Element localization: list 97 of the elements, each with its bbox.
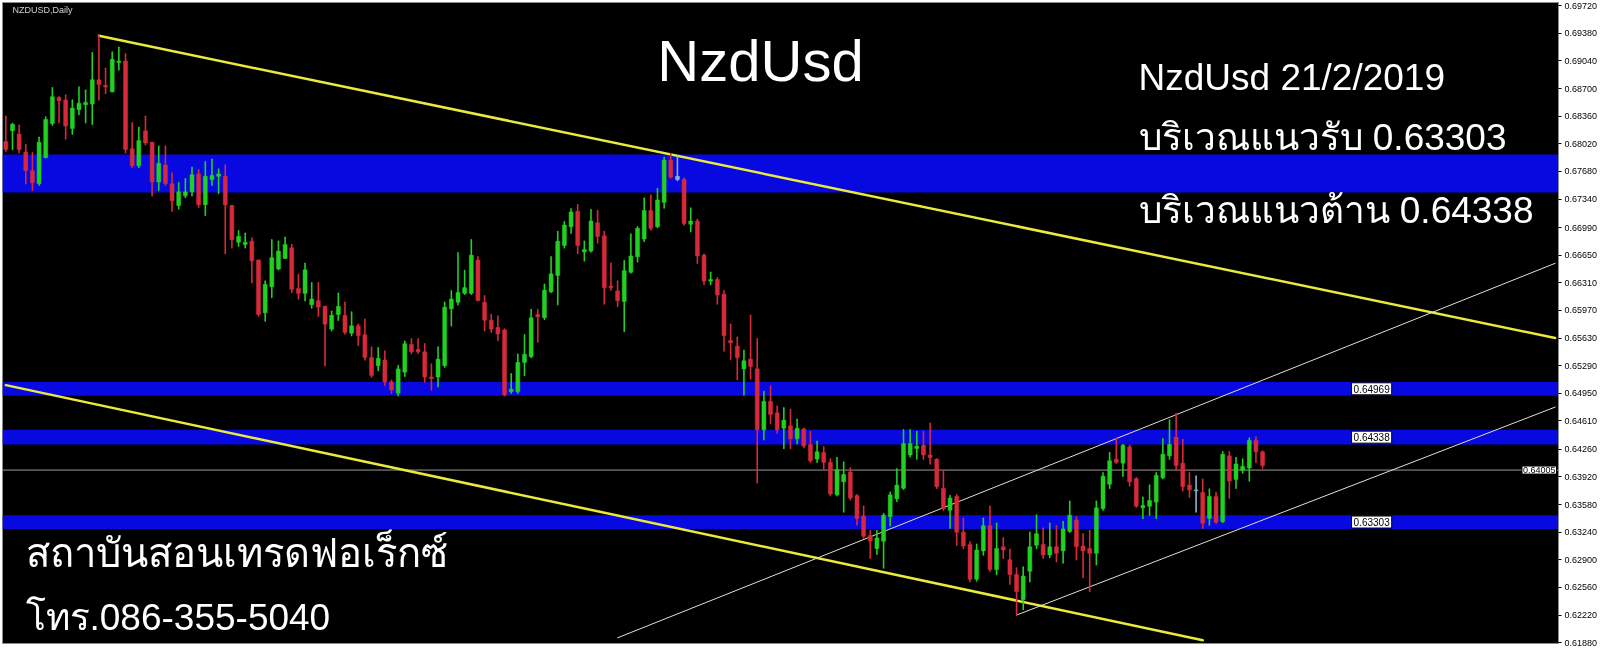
candlestick [668,152,674,179]
band-label: 0.64969 [1353,383,1391,395]
candlestick [688,207,693,233]
y-tick-label: 0.69040 [1564,55,1598,66]
candlestick [595,209,600,244]
y-tick-label: 0.63580 [1564,499,1598,510]
text: NzdUsd [657,28,864,93]
candlestick [1014,567,1019,616]
annotation: โทร.086-355-5040 [25,596,331,638]
candlestick [808,430,813,464]
candlestick [1187,472,1192,499]
band-label: 0.63303 [1353,517,1391,529]
y-tick-label: 0.64610 [1564,415,1598,426]
candlestick [774,405,780,434]
y-tick-label: 0.69380 [1564,28,1598,39]
candlestick [821,446,826,470]
candlestick [23,143,29,185]
candlestick [941,469,946,512]
candlestick [1020,566,1026,611]
candlestick [1001,537,1006,559]
candlestick [768,385,773,425]
candlestick [748,314,753,380]
candlestick [1193,475,1199,513]
candlestick [735,336,740,381]
y-tick-label: 0.62220 [1564,610,1598,621]
candlestick [309,281,314,309]
ref-line-label: 0.64005 [1522,465,1556,476]
candlestick [1007,548,1013,585]
annotation: สถาบันสอนเทรดฟอเร็กซ์ [25,528,448,575]
y-tick-label: 0.63240 [1564,527,1598,538]
candlestick [176,182,181,210]
y-tick-label: 0.65630 [1564,333,1598,344]
candlestick [794,418,800,445]
candlestick [3,115,9,152]
candlestick [1120,443,1126,477]
candlestick [169,172,175,213]
candlestick [429,363,434,391]
y-tick-label: 0.62560 [1564,582,1598,593]
candlestick [10,122,15,151]
candlestick [1047,522,1053,559]
y-tick-label: 0.66650 [1564,250,1598,261]
chart-subtitle: NZDUSD,Daily [12,4,73,15]
candlestick [994,522,999,576]
candlestick [1167,419,1172,460]
annotation: บริเวณแนวต้าน 0.64338 [1138,190,1534,231]
y-tick-label: 0.67680 [1564,166,1598,177]
candlestick [163,145,168,187]
candlestick [302,262,308,302]
candlestick [535,308,541,343]
candlestick [375,346,381,372]
candlestick [781,407,787,450]
y-tick-label: 0.61880 [1564,637,1598,648]
candlestick [728,323,733,360]
y-tick-label: 0.65290 [1564,360,1598,371]
candlestick [868,529,873,559]
candlestick [1040,527,1046,559]
y-tick-label: 0.62900 [1564,554,1598,565]
candlestick [342,301,348,335]
candlestick [814,440,820,464]
candlestick [482,294,487,332]
band-label: 0.64338 [1353,432,1391,444]
candlestick [349,311,354,337]
candlestick [382,350,388,386]
candlestick [336,292,341,321]
candlestick [788,408,793,450]
candlestick [103,67,108,95]
candlestick [242,232,248,249]
y-tick-label: 0.65970 [1564,305,1598,316]
candlestick [1034,514,1039,550]
candlestick [1114,437,1119,464]
y-tick-label: 0.68360 [1564,111,1598,122]
candlestick [16,124,22,154]
candlestick [615,280,620,308]
candlestick [947,494,953,529]
y-tick-label: 0.68020 [1564,138,1598,149]
candlestick [648,194,654,231]
candlestick [801,427,807,449]
annotation: NzdUsd 21/2/2019 [1138,57,1445,98]
y-tick-label: 0.64260 [1564,444,1598,455]
y-tick-label: 0.64950 [1564,388,1598,399]
candlestick [1207,488,1212,526]
candlestick [129,121,135,169]
y-tick-label: 0.67340 [1564,194,1598,205]
y-tick-label: 0.66310 [1564,277,1598,288]
annotation: บริเวณแนวรับ 0.63303 [1138,117,1507,158]
y-tick-label: 0.68700 [1564,83,1598,94]
candlestick [30,152,35,191]
candlestick [296,273,301,300]
candlestick [675,155,680,182]
y-tick-label: 0.66990 [1564,222,1598,233]
y-tick-label: 0.69720 [1564,0,1598,11]
candlestick [329,310,334,332]
candlestick [156,145,162,191]
candlestick [96,35,102,101]
candlestick [741,349,747,396]
candlestick [1054,524,1059,563]
y-tick-label: 0.63920 [1564,471,1598,482]
